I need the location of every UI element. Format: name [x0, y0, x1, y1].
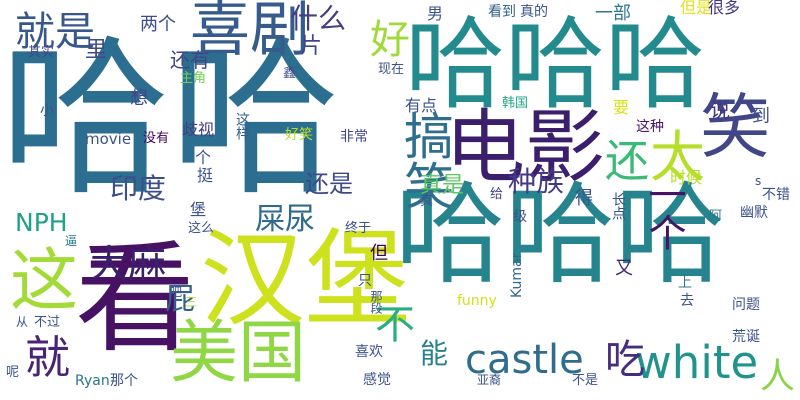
word-xihuan: 喜欢 — [355, 344, 383, 360]
word-shihou: 时候 — [670, 168, 703, 187]
word-zhongzu: 种族 — [508, 165, 565, 198]
word-jiu: 就 — [25, 331, 71, 384]
word-hanbao: 汉堡 — [200, 219, 411, 341]
word-qishi-discrim: 歧视 — [182, 120, 215, 139]
word-feichang: 非常 — [340, 129, 368, 145]
word-danshi: 但是 — [680, 0, 713, 17]
word-shuo: 说 — [710, 98, 730, 122]
word-zheyang: 这样 — [234, 112, 250, 140]
word-zhen: 真 — [420, 194, 434, 209]
word-yibu: 一部 — [595, 3, 631, 24]
word-henduo: 很多 — [708, 0, 741, 17]
word-li: 里 — [85, 38, 108, 63]
word-xianzai: 现在 — [378, 62, 405, 77]
word-hai: 还 — [605, 136, 649, 187]
word-kan: 看 — [75, 230, 195, 369]
word-movie: movie — [85, 130, 132, 148]
word-kumar: Kumar — [509, 252, 525, 298]
word-bi: 逼 — [65, 234, 78, 248]
word-ryan: Ryan — [75, 373, 110, 389]
word-jiushi: 就是 — [15, 9, 95, 55]
word-yige: 一个 — [642, 175, 686, 251]
word-hanguo: 韩国 — [502, 96, 529, 111]
word-kandao: 看到 — [488, 4, 516, 20]
word-castle: castle — [465, 337, 584, 383]
word-hahaha-top: 哈哈哈 — [405, 6, 705, 123]
word-zheme: 这么 — [188, 221, 215, 236]
word-zhi: 只 — [358, 273, 372, 289]
word-you: 又 — [615, 258, 633, 279]
word-wenti: 问题 — [732, 297, 760, 313]
word-naduan: 那段 — [369, 290, 383, 314]
word-xiao: 笑 — [700, 86, 770, 168]
word-haiyou: 还有 — [170, 48, 210, 72]
word-ren: 人 — [760, 357, 796, 397]
word-liangge: 两个 — [140, 14, 176, 35]
word-funny: funny — [457, 293, 497, 309]
word-meiguo: 美国 — [170, 314, 307, 393]
word-hahaha-bottom: 哈哈哈 — [395, 171, 725, 299]
word-bu: 不 — [375, 302, 415, 348]
word-dan: 但 — [370, 243, 388, 264]
word-xiang: 想 — [130, 88, 148, 109]
word-ji: 级 — [513, 209, 527, 225]
word-qu: 去 — [680, 293, 694, 309]
word-gaoxiao: 搞笑 — [396, 110, 454, 210]
word-ne: 呢 — [6, 365, 20, 380]
word-haha: 哈哈 — [0, 21, 341, 219]
word-xiao-small: 小 — [40, 103, 54, 119]
word-cong: 从 — [16, 315, 29, 329]
word-bushi: 不是 — [572, 373, 599, 388]
word-shang: 上 — [678, 275, 692, 291]
word-dama: 大麻 — [90, 242, 167, 286]
word-yayi: 亚裔 — [477, 373, 502, 387]
word-ge: 个 — [195, 148, 212, 167]
word-bucuo: 不错 — [762, 187, 790, 203]
word-zhe: 这 — [10, 242, 79, 321]
word-shiniao: 屎尿 — [255, 202, 315, 237]
word-ba: 吧 — [170, 285, 183, 299]
word-changdian: 长点 — [610, 192, 626, 220]
word-yindu: 印度 — [110, 172, 167, 205]
word-zhujue: 主角 — [180, 71, 207, 86]
word-youdian: 有点 — [405, 96, 438, 115]
word-buguo: 不过 — [34, 315, 61, 330]
word-meiyou: 没有 — [143, 131, 170, 146]
word-a: 阿 — [709, 209, 723, 224]
word-shenme: 什么 — [290, 2, 347, 35]
word-qishi: 其实 — [28, 45, 55, 60]
word-chi: 吃 — [605, 337, 645, 383]
word-de: 得 — [575, 188, 593, 209]
word-s: s — [755, 174, 762, 188]
word-san: 三 — [185, 295, 198, 309]
word-neng: 能 — [420, 337, 449, 370]
word-tai: 太 — [650, 125, 706, 189]
word-nph: NPH — [15, 208, 68, 237]
word-youmo: 幽默 — [740, 205, 768, 221]
word-hao: 好 — [370, 17, 410, 63]
word-dao: 到 — [752, 106, 770, 127]
word-xin: 鑫 — [283, 66, 297, 81]
word-zhezhong: 这种 — [636, 119, 664, 135]
word-pian: 片 — [300, 34, 323, 59]
word-pi: 屁 — [165, 282, 195, 317]
word-ting: 挺 — [197, 166, 214, 185]
word-nan: 男 — [424, 5, 443, 21]
word-zhenshi: 真是 — [420, 173, 465, 198]
word-white: white — [635, 336, 759, 389]
word-zhongyu: 终于 — [345, 221, 372, 236]
word-haishi: 还是 — [305, 170, 353, 198]
word-dianying: 电影 — [445, 101, 605, 194]
word-nage: 那个 — [110, 373, 138, 389]
word-gei: 给 — [490, 187, 504, 202]
word-huangdan: 荒诞 — [732, 329, 760, 345]
word-bao: 堡 — [190, 200, 207, 219]
word-xiju: 喜剧 — [190, 0, 310, 65]
word-ganjue: 感觉 — [363, 372, 391, 388]
word-yao: 要 — [613, 98, 630, 117]
word-haoxiao: 好笑 — [285, 127, 313, 143]
word-zhende: 真的 — [520, 4, 548, 20]
